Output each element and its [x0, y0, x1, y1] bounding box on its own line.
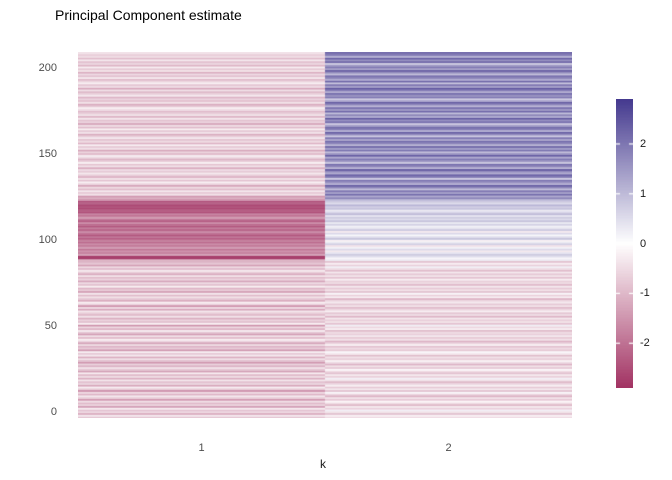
legend-tick-label: 0 [640, 237, 647, 250]
y-tick-label: 50 [44, 320, 57, 332]
y-tick-label: 150 [38, 148, 57, 160]
y-tick-label: 0 [50, 406, 57, 418]
x-axis-title: k [320, 457, 326, 471]
plot-title: Principal Component estimate [55, 7, 242, 23]
legend-gradient-bar [616, 99, 633, 388]
legend-tick-label: 2 [640, 137, 647, 150]
x-tick-label: 2 [445, 442, 452, 454]
legend-tick-label: -2 [640, 337, 650, 350]
legend-tick-label: 1 [640, 187, 647, 200]
y-tick-label: 100 [38, 234, 57, 246]
x-tick-label: 1 [198, 442, 205, 454]
heatmap-panel [78, 52, 572, 418]
legend-tick-label: -1 [640, 287, 650, 300]
y-tick-label: 200 [38, 62, 57, 74]
